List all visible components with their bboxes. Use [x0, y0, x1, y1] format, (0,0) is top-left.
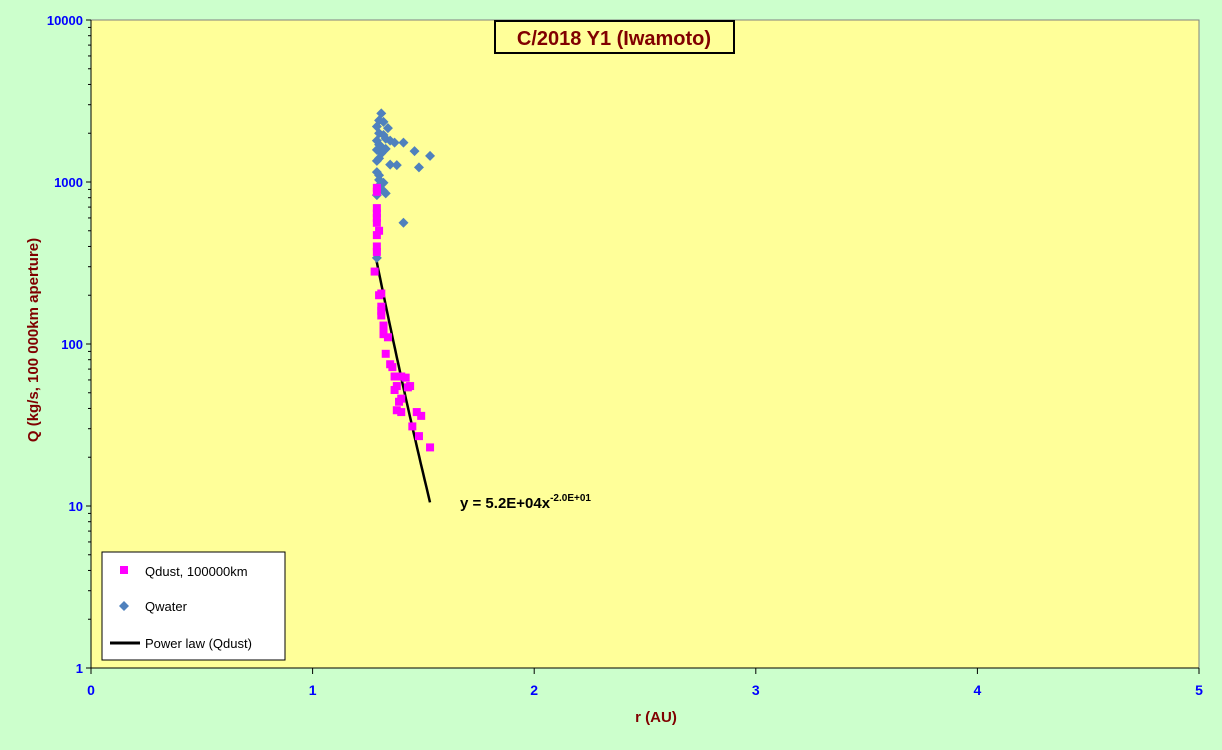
x-tick-label: 5	[1195, 682, 1203, 698]
qdust-point	[372, 242, 381, 251]
qdust-point	[372, 218, 381, 227]
qdust-point	[377, 302, 386, 311]
legend-marker-qwater	[119, 601, 129, 611]
legend: Qdust, 100000km Qwater Power law (Qdust)	[101, 551, 286, 661]
legend-label-fit: Power law (Qdust)	[145, 636, 252, 651]
qdust-point	[383, 333, 392, 342]
qwater-point	[378, 116, 389, 127]
x-tick-label: 3	[752, 682, 760, 698]
qwater-point	[371, 155, 382, 166]
x-tick-label: 4	[974, 682, 982, 698]
qdust-point	[375, 226, 384, 235]
qdust-point	[372, 209, 381, 218]
y-axis-label: Q (kg/s, 100 000km aperture)	[25, 238, 42, 442]
x-axis-label: r (AU)	[635, 709, 677, 726]
x-tick-label: 0	[87, 682, 95, 698]
qwater-point	[398, 217, 409, 228]
qdust-point	[377, 311, 386, 320]
qdust-point	[379, 321, 388, 330]
qwater-point	[398, 137, 409, 148]
qdust-point	[401, 373, 410, 382]
qdust-point	[392, 406, 401, 415]
qdust-point	[397, 372, 406, 381]
qdust-point	[397, 408, 406, 417]
qdust-point	[406, 382, 415, 391]
y-tick-label: 10	[69, 499, 83, 514]
fit-equation-base: y = 5.2E+04x	[460, 495, 551, 512]
qdust-point	[388, 363, 397, 372]
qwater-point	[409, 146, 420, 157]
qdust-point	[379, 330, 388, 339]
qdust-point	[370, 267, 379, 276]
qwater-point	[413, 162, 424, 173]
x-axis: 0 1 2 3 4 5	[87, 668, 1203, 698]
qdust-point	[426, 443, 435, 452]
qwater-point	[380, 188, 391, 199]
qdust-point	[414, 432, 423, 441]
y-tick-label: 10000	[47, 13, 83, 28]
qdust-point	[408, 422, 417, 431]
qwater-point	[389, 137, 400, 148]
title-box	[494, 20, 735, 54]
qdust-point	[372, 213, 381, 222]
x-tick-label: 1	[309, 682, 317, 698]
legend-marker-qdust	[120, 566, 128, 574]
fit-equation-exponent: -2.0E+01	[550, 493, 591, 504]
qdust-point	[372, 187, 381, 196]
qdust-point	[412, 408, 421, 417]
qdust-point	[377, 306, 386, 315]
qdust-point	[390, 372, 399, 381]
x-tick-label: 2	[530, 682, 538, 698]
y-axis: 1 10 100 1000 10000	[47, 13, 91, 676]
chart-title: C/2018 Y1 (Iwamoto)	[517, 28, 711, 50]
fit-equation: y = 5.2E+04x-2.0E+01	[460, 493, 591, 512]
qwater-point	[425, 150, 436, 161]
qwater-point	[382, 123, 393, 134]
qdust-point	[377, 289, 386, 298]
qdust-point	[397, 394, 406, 403]
qdust-series	[370, 183, 435, 452]
qdust-point	[417, 411, 426, 420]
qdust-point	[372, 247, 381, 256]
legend-label-qwater: Qwater	[145, 599, 188, 614]
qwater-point	[385, 159, 396, 170]
qdust-point	[372, 231, 381, 240]
legend-label-qdust: Qdust, 100000km	[145, 564, 248, 579]
qdust-point	[381, 349, 390, 358]
y-tick-label: 1000	[54, 175, 83, 190]
y-tick-label: 1	[76, 661, 83, 676]
qdust-point	[372, 204, 381, 213]
qdust-point	[390, 386, 399, 395]
qwater-point	[391, 160, 402, 171]
y-tick-label: 100	[61, 337, 83, 352]
